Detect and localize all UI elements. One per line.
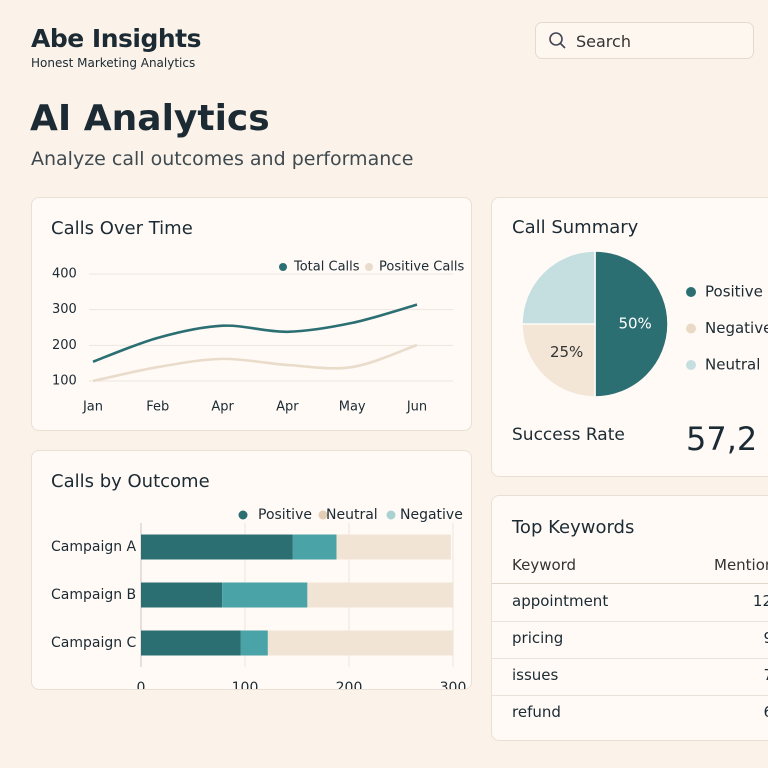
mention-cell: 7 (763, 666, 768, 684)
legend-label: Neutral (705, 356, 760, 374)
pie-slice (521, 323, 596, 398)
line-series (92, 303, 418, 363)
mention-cell: 9 (763, 629, 768, 647)
legend-label: Negative (400, 507, 463, 523)
bar-segment (240, 630, 268, 656)
x-tick-label: Apr (211, 400, 234, 415)
x-tick-label: Feb (146, 400, 169, 415)
legend-dot (365, 263, 373, 271)
category-label: Campaign C (51, 635, 137, 651)
bar-segment (141, 582, 223, 608)
x-tick-label: Jun (406, 400, 427, 415)
chart-title: Calls Over Time (51, 218, 193, 239)
slice-label: 50% (618, 315, 651, 333)
legend-label: Positive (705, 283, 763, 301)
pie-slice (521, 250, 596, 325)
chart-title: Call Summary (512, 217, 639, 238)
legend-label: Positive (258, 507, 312, 523)
bar-segment (222, 582, 308, 608)
line-chart: Calls Over Time 100 200 300 400 Jan Feb Apr Apr… (51, 218, 465, 415)
y-tick-label: 200 (52, 338, 77, 353)
pie-chart: Call Summary Success Rate 57,2 % 50% Posi… (512, 217, 768, 458)
legend-dot (386, 510, 396, 520)
category-label: Campaign B (51, 587, 136, 603)
bar-segment (267, 630, 453, 656)
bar-segment (141, 630, 241, 656)
success-label: Success Rate (512, 425, 625, 445)
brand: Abe Insights (31, 24, 201, 53)
search-icon (549, 32, 566, 49)
page-title: AI Analytics (30, 98, 270, 139)
search-box[interactable]: Search (535, 22, 754, 59)
category-label: Campaign A (51, 539, 137, 555)
summary-card: Call Summary Success Rate 57,2 % 50% Posi… (491, 197, 768, 477)
legend-label: Neutral (326, 507, 378, 523)
bar-segment (336, 534, 451, 560)
x-tick-label: Apr (276, 400, 299, 415)
x-tick-label: 100 (232, 680, 259, 690)
x-tick-label: 200 (336, 680, 363, 690)
y-tick-label: 400 (52, 267, 77, 282)
x-tick-label: 0 (137, 680, 146, 690)
bar-card: Calls by Outcome 0 100 200 300 Campaign A Cam… (31, 450, 472, 690)
keyword-cell: appointment (512, 592, 609, 610)
column-header: Mentions (714, 556, 768, 574)
mention-cell: 12 (752, 592, 768, 610)
x-tick-label: 300 (440, 680, 467, 690)
row-rule (492, 695, 768, 696)
legend-dot (686, 323, 696, 334)
table-title: Top Keywords (512, 517, 635, 538)
pie-slice (594, 250, 669, 398)
column-header: Keyword (512, 556, 577, 574)
success-value: 57,2 % (686, 420, 768, 458)
legend-dot (279, 263, 287, 271)
row-rule (492, 621, 768, 622)
x-tick-label: Jan (82, 400, 103, 415)
bar-segment (141, 534, 293, 560)
line-series (92, 343, 418, 383)
header-rule (492, 583, 768, 584)
search-placeholder: Search (576, 32, 631, 51)
row-rule (492, 658, 768, 659)
bar-segment (307, 582, 453, 608)
mention-cell: 6 (763, 703, 768, 721)
legend-dot (238, 510, 248, 520)
legend-dot (686, 287, 696, 297)
legend-dot (686, 360, 696, 370)
chart-title: Calls by Outcome (51, 471, 210, 492)
line-card: Calls Over Time 100 200 300 400 Jan Feb Apr Apr… (31, 197, 472, 431)
y-tick-label: 100 (52, 374, 77, 389)
bar-chart: Calls by Outcome 0 100 200 300 Campaign A Cam… (51, 471, 467, 690)
keyword-cell: refund (512, 703, 561, 721)
legend-label: Positive Calls (379, 260, 465, 275)
keyword-cell: pricing (512, 629, 564, 647)
legend-label: Total Calls (293, 260, 360, 275)
keyword-cell: issues (512, 666, 559, 684)
legend-dot (318, 510, 328, 520)
keywords-card: Top Keywords Keyword Mentions appointment 1… (491, 495, 768, 741)
legend-label: Negative (705, 319, 768, 337)
bar-segment (292, 534, 337, 560)
x-tick-label: May (339, 400, 366, 415)
slice-label: 25% (550, 343, 583, 361)
page-subtitle: Analyze call outcomes and performance (31, 148, 414, 170)
tagline: Honest Marketing Analytics (31, 56, 196, 70)
y-tick-label: 300 (52, 302, 77, 317)
